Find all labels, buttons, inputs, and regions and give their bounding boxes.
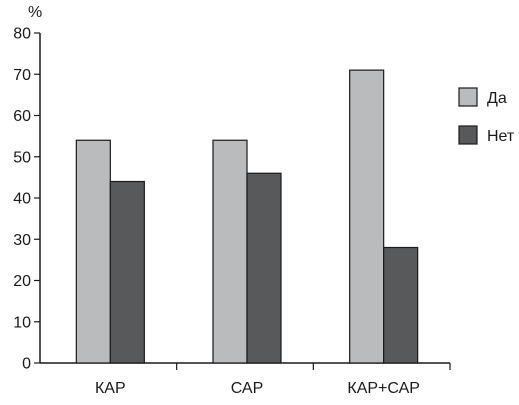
y-tick-label: 10 — [13, 314, 31, 331]
bar-net-2 — [383, 246, 419, 364]
legend-label: Да — [487, 90, 507, 107]
bar-net-1 — [246, 172, 282, 364]
legend-label: Нет — [487, 128, 515, 145]
y-tick-label: 80 — [13, 26, 31, 43]
legend: Да Нет — [458, 87, 515, 145]
y-tick-label: 50 — [13, 149, 31, 166]
x-category-label: САР — [231, 380, 264, 397]
bar-da-2 — [349, 69, 385, 364]
axes: 0 10 20 30 40 50 60 70 80 КАР САР КАР+САР — [13, 26, 451, 397]
y-tick-label: 0 — [22, 356, 31, 373]
y-tick-label: 30 — [13, 232, 31, 249]
bar-net-0 — [109, 180, 145, 364]
legend-swatch — [458, 125, 478, 145]
bar-da-1 — [212, 139, 248, 364]
bar-da-0 — [75, 139, 111, 364]
legend-swatch — [458, 87, 478, 107]
y-tick-label: 60 — [13, 108, 31, 125]
x-category-label: КАР+САР — [347, 380, 420, 397]
y-tick-label: 70 — [13, 67, 31, 84]
y-tick-label: 20 — [13, 273, 31, 290]
bars-group — [75, 69, 419, 364]
x-category-label: КАР — [95, 380, 126, 397]
y-unit-label: % — [28, 4, 42, 21]
y-tick-label: 40 — [13, 191, 31, 208]
